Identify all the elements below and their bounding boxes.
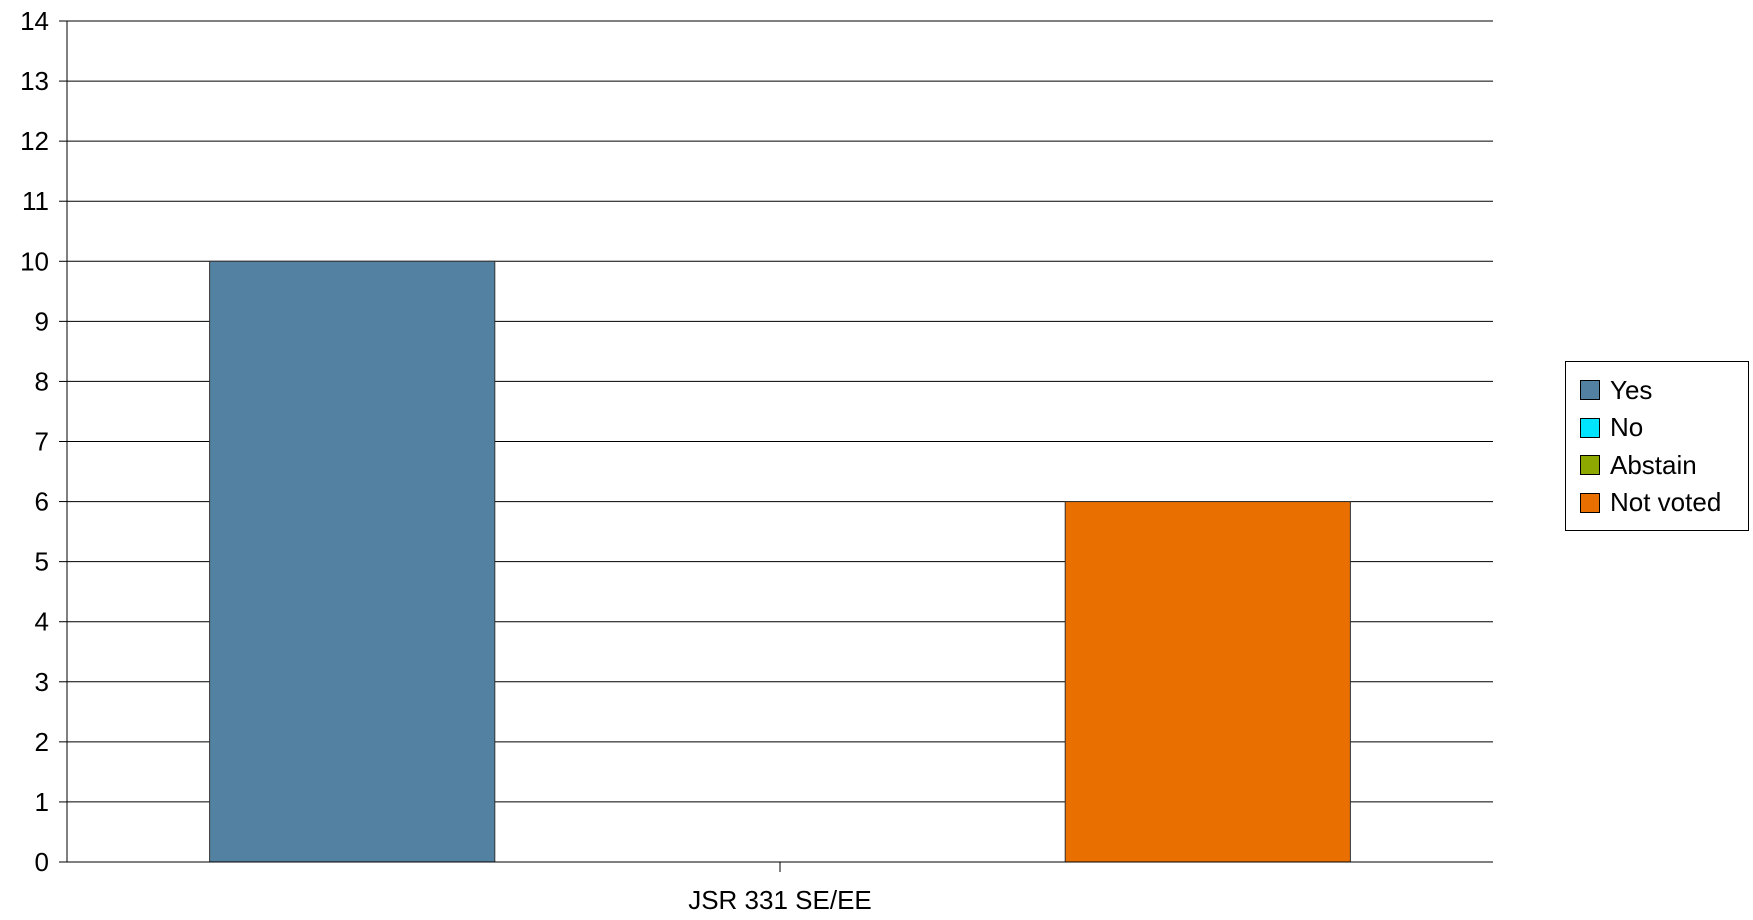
y-tick-label: 12 bbox=[20, 126, 49, 156]
y-tick-label: 2 bbox=[35, 727, 49, 757]
y-tick-label: 13 bbox=[20, 66, 49, 96]
chart-legend: Yes No Abstain Not voted bbox=[1565, 361, 1749, 531]
y-tick-label: 1 bbox=[35, 787, 49, 817]
legend-label: Yes bbox=[1610, 374, 1653, 405]
y-tick-label: 6 bbox=[35, 487, 49, 517]
y-tick-label: 8 bbox=[35, 366, 49, 396]
x-category-label: JSR 331 SE/EE bbox=[688, 885, 872, 915]
legend-swatch bbox=[1580, 380, 1600, 400]
bar-not-voted bbox=[1064, 501, 1351, 863]
y-tick-label: 10 bbox=[20, 246, 49, 276]
y-tick-label: 0 bbox=[35, 847, 49, 877]
legend-item: Yes bbox=[1580, 374, 1653, 405]
legend-label: Not voted bbox=[1610, 487, 1722, 517]
legend-item: Abstain bbox=[1580, 449, 1697, 480]
legend-swatch bbox=[1580, 455, 1600, 475]
legend-item: No bbox=[1580, 412, 1644, 442]
legend-swatch bbox=[1580, 492, 1600, 513]
legend-item: Not voted bbox=[1580, 487, 1722, 517]
y-tick-label: 11 bbox=[22, 186, 49, 216]
y-tick-label: 9 bbox=[35, 306, 49, 336]
y-tick-label: 5 bbox=[35, 547, 49, 577]
y-tick-label: 7 bbox=[35, 427, 49, 457]
legend-label: No bbox=[1610, 412, 1644, 442]
bar-yes bbox=[209, 260, 496, 863]
legend-label: Abstain bbox=[1610, 449, 1697, 480]
y-tick-label: 4 bbox=[35, 607, 49, 637]
legend-swatch bbox=[1580, 417, 1600, 438]
y-tick-label: 14 bbox=[20, 6, 49, 36]
y-tick-label: 3 bbox=[35, 667, 49, 697]
